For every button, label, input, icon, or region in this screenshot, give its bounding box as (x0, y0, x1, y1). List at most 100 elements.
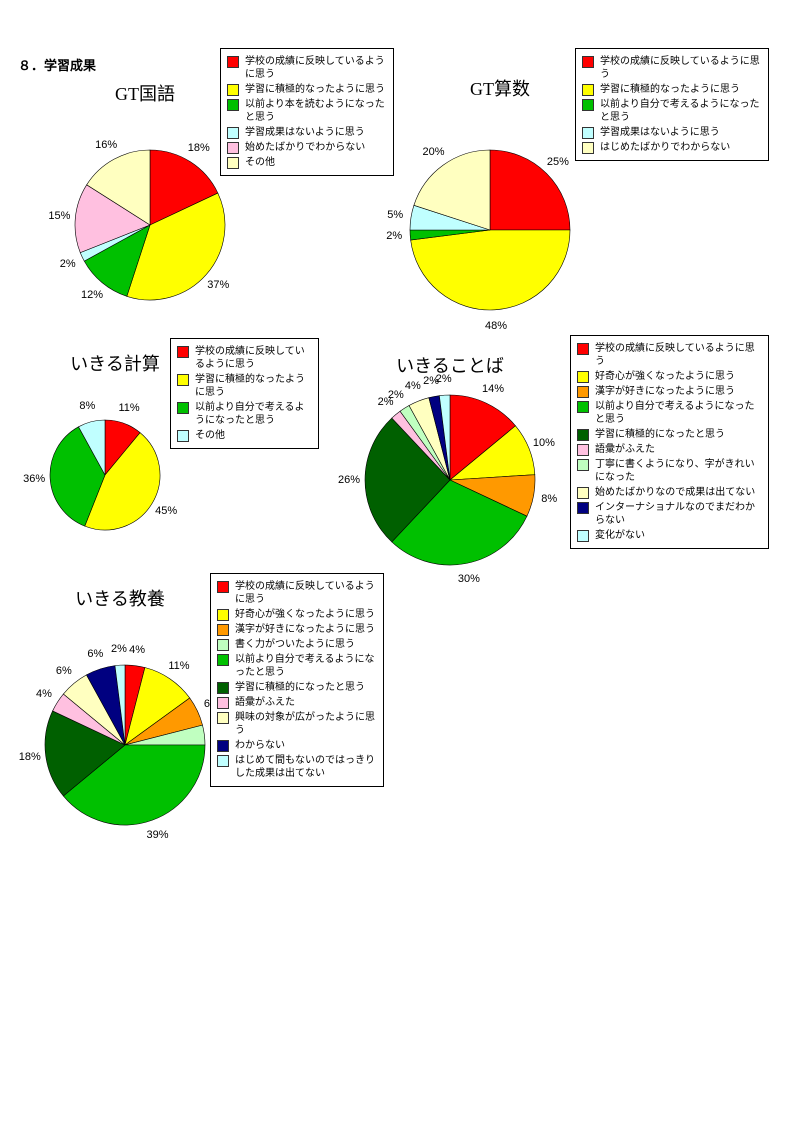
legend-text: 語彙がふえた (595, 443, 655, 456)
pie-slice (411, 230, 570, 310)
legend-swatch (577, 444, 589, 456)
legend-swatch (177, 374, 189, 386)
pie-slice-label: 48% (485, 320, 507, 332)
pie-slice-label: 26% (338, 474, 360, 486)
legend-swatch (577, 401, 589, 413)
legend-text: 始めたばかりでわからない (245, 141, 365, 154)
legend-item: 語彙がふえた (577, 443, 762, 456)
legend-text: 学校の成績に反映しているように思う (595, 342, 762, 368)
legend-swatch (217, 581, 229, 593)
legend-item: 学習に積極的になったと思う (577, 428, 762, 441)
legend-item: 学習に積極的なったように思う (177, 373, 312, 399)
chart-title-gt-kokugo: GT国語 (115, 80, 175, 106)
legend-text: その他 (195, 429, 225, 442)
pie-slice-label: 4% (129, 644, 145, 656)
pie-slice-label: 8% (79, 400, 95, 412)
legend-item: 学習に積極的になったと思う (217, 681, 377, 694)
legend-text: 変化がない (595, 529, 645, 542)
legend-swatch (217, 624, 229, 636)
legend-text: 学習に積極的なったように思う (245, 83, 385, 96)
pie-slice-label: 8% (541, 493, 557, 505)
legend-item: 学校の成績に反映しているように思う (227, 55, 387, 81)
legend-item: 学校の成績に反映しているように思う (577, 342, 762, 368)
pie-ikiru-kotoba (359, 389, 541, 571)
legend-text: 学習に積極的なったように思う (600, 83, 740, 96)
legend-item: はじめたばかりでわからない (582, 141, 762, 154)
legend-swatch (582, 99, 594, 111)
chart-title-gt-sansu: GT算数 (470, 75, 530, 101)
legend-text: 学校の成績に反映しているように思う (235, 580, 377, 606)
legend-text: 漢字が好きになったように思う (595, 385, 735, 398)
legend-item: 語彙がふえた (217, 696, 377, 709)
legend-swatch (217, 697, 229, 709)
legend-swatch (217, 755, 229, 767)
chart-title-ikiru-kyoyo: いきる教養 (75, 585, 165, 611)
legend-swatch (577, 530, 589, 542)
chart-title-ikiru-keisan: いきる計算 (70, 350, 160, 376)
legend-text: はじめたばかりでわからない (600, 141, 730, 154)
legend-swatch (227, 142, 239, 154)
legend-item: 始めたばかりなので成果は出てない (577, 486, 762, 499)
legend-swatch (577, 386, 589, 398)
pie-gt-kokugo (69, 144, 231, 306)
legend-item: 以前より本を読むようになったと思う (227, 98, 387, 124)
legend-item: 以前より自分で考えるようになったと思う (177, 401, 312, 427)
pie-ikiru-keisan (44, 414, 166, 536)
legend-swatch (577, 487, 589, 499)
legend-item: その他 (227, 156, 387, 169)
legend-swatch (227, 84, 239, 96)
legend-item: 漢字が好きになったように思う (577, 385, 762, 398)
legend-item: 以前より自分で考えるようになったと思う (577, 400, 762, 426)
legend-gt-kokugo: 学校の成績に反映しているように思う学習に積極的なったように思う以前より本を読むよ… (220, 48, 394, 176)
legend-item: 学校の成績に反映しているように思う (177, 345, 312, 371)
legend-text: 興味の対象が広がったように思う (235, 711, 377, 737)
legend-item: 学習に積極的なったように思う (227, 83, 387, 96)
legend-text: その他 (245, 156, 275, 169)
legend-swatch (217, 740, 229, 752)
legend-ikiru-kyoyo: 学校の成績に反映しているように思う好奇心が強くなったように思う漢字が好きになった… (210, 573, 384, 787)
legend-item: 学習成果はないように思う (582, 126, 762, 139)
legend-item: 興味の対象が広がったように思う (217, 711, 377, 737)
legend-item: 以前より自分で考えるようになったと思う (217, 653, 377, 679)
legend-item: わからない (217, 739, 377, 752)
legend-item: 学校の成績に反映しているように思う (217, 580, 377, 606)
legend-text: 学習に積極的になったと思う (235, 681, 365, 694)
legend-swatch (577, 343, 589, 355)
legend-swatch (582, 142, 594, 154)
pie-slice-label: 30% (458, 573, 480, 585)
legend-text: 学習に積極的なったように思う (195, 373, 312, 399)
legend-item: 学校の成績に反映しているように思う (582, 55, 762, 81)
legend-text: 学校の成績に反映しているように思う (245, 55, 387, 81)
pie-ikiru-kyoyo (39, 659, 211, 831)
pie-slice-label: 5% (387, 209, 403, 221)
pie-slice-label: 15% (48, 210, 70, 222)
legend-text: 学習に積極的になったと思う (595, 428, 725, 441)
legend-swatch (227, 157, 239, 169)
legend-swatch (582, 127, 594, 139)
legend-swatch (577, 459, 589, 471)
legend-text: 好奇心が強くなったように思う (235, 608, 375, 621)
pie-slice (490, 150, 570, 230)
legend-text: はじめて間もないのではっきりした成果は出てない (235, 754, 377, 780)
legend-text: 以前より自分で考えるようになったと思う (195, 401, 312, 427)
legend-swatch (227, 99, 239, 111)
legend-swatch (227, 56, 239, 68)
legend-item: 以前より自分で考えるようになったと思う (582, 98, 762, 124)
pie-slice-label: 6% (87, 648, 103, 660)
legend-text: 書く力がついたように思う (235, 638, 355, 651)
legend-text: 語彙がふえた (235, 696, 295, 709)
legend-swatch (217, 654, 229, 666)
legend-item: 書く力がついたように思う (217, 638, 377, 651)
legend-text: 丁寧に書くようになり、字がきれいになった (595, 458, 762, 484)
legend-swatch (177, 402, 189, 414)
legend-text: 以前より自分で考えるようになったと思う (235, 653, 377, 679)
legend-swatch (577, 502, 589, 514)
pie-slice-label: 39% (147, 829, 169, 841)
legend-swatch (177, 430, 189, 442)
legend-item: 好奇心が強くなったように思う (217, 608, 377, 621)
legend-swatch (582, 84, 594, 96)
legend-item: インターナショナルなのでまだわからない (577, 501, 762, 527)
legend-item: 変化がない (577, 529, 762, 542)
legend-swatch (582, 56, 594, 68)
legend-swatch (577, 371, 589, 383)
